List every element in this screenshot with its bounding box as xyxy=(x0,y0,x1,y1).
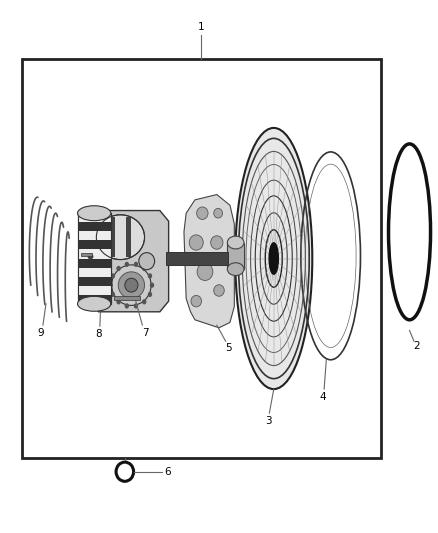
Ellipse shape xyxy=(118,272,145,298)
Circle shape xyxy=(134,262,138,267)
Text: 5: 5 xyxy=(225,343,232,352)
Bar xyxy=(78,213,111,304)
Circle shape xyxy=(150,282,154,288)
Ellipse shape xyxy=(78,296,111,311)
Circle shape xyxy=(111,292,115,297)
Circle shape xyxy=(148,273,152,279)
Ellipse shape xyxy=(112,265,151,305)
Bar xyxy=(78,277,111,286)
Text: 6: 6 xyxy=(164,467,171,477)
Ellipse shape xyxy=(235,128,312,389)
Text: 9: 9 xyxy=(37,328,44,337)
Ellipse shape xyxy=(78,206,111,221)
Bar xyxy=(78,240,111,249)
Circle shape xyxy=(117,266,121,271)
Bar xyxy=(78,268,111,277)
Circle shape xyxy=(142,266,146,271)
Circle shape xyxy=(134,303,138,309)
Ellipse shape xyxy=(214,208,223,218)
Text: 1: 1 xyxy=(198,22,205,31)
Bar xyxy=(166,252,228,265)
Ellipse shape xyxy=(214,285,224,296)
Text: 7: 7 xyxy=(142,328,149,338)
Circle shape xyxy=(117,299,121,304)
Text: 2: 2 xyxy=(413,342,420,351)
Bar xyxy=(78,249,111,259)
Bar xyxy=(78,213,111,222)
Bar xyxy=(78,231,111,240)
Circle shape xyxy=(111,273,115,279)
Text: 4: 4 xyxy=(320,392,327,402)
Text: 8: 8 xyxy=(95,329,102,339)
Bar xyxy=(78,222,111,231)
Circle shape xyxy=(142,299,146,304)
Circle shape xyxy=(125,262,129,267)
Bar xyxy=(78,213,111,304)
Circle shape xyxy=(109,282,113,288)
Ellipse shape xyxy=(96,215,145,260)
Polygon shape xyxy=(184,195,234,328)
Ellipse shape xyxy=(269,243,279,274)
Bar xyxy=(227,243,244,269)
Ellipse shape xyxy=(197,263,213,280)
Ellipse shape xyxy=(227,236,244,249)
Circle shape xyxy=(148,292,152,297)
Bar xyxy=(81,253,92,256)
Bar xyxy=(114,296,140,300)
Ellipse shape xyxy=(211,236,223,249)
Bar xyxy=(78,259,111,268)
Bar xyxy=(110,217,115,257)
Bar xyxy=(78,295,111,304)
Ellipse shape xyxy=(227,263,244,276)
Bar xyxy=(22,59,381,458)
Bar xyxy=(126,217,131,257)
Ellipse shape xyxy=(191,295,201,307)
Ellipse shape xyxy=(197,207,208,220)
Text: 3: 3 xyxy=(265,416,272,426)
Ellipse shape xyxy=(189,235,203,250)
Ellipse shape xyxy=(125,278,138,292)
Polygon shape xyxy=(90,211,169,312)
Bar xyxy=(78,286,111,295)
Ellipse shape xyxy=(139,253,155,270)
Circle shape xyxy=(125,303,129,309)
